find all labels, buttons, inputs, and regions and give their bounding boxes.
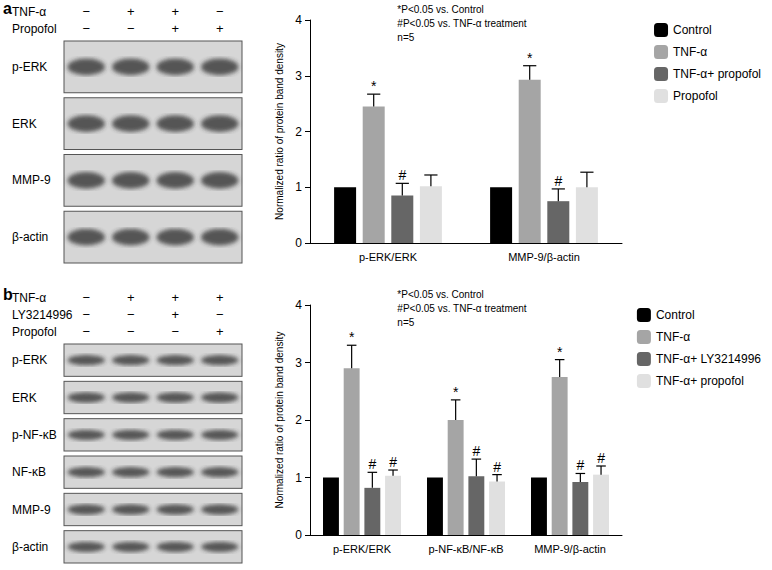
svg-text:1: 1 <box>295 471 302 485</box>
svg-text:p-NF-κB/NF-κB: p-NF-κB/NF-κB <box>428 543 503 555</box>
svg-text:−: − <box>127 307 135 322</box>
svg-text:1: 1 <box>295 180 302 194</box>
svg-text:n=5: n=5 <box>397 32 414 43</box>
svg-text:TNF-α: TNF-α <box>673 45 707 59</box>
svg-text:TNF-α: TNF-α <box>656 330 690 344</box>
svg-text:*: * <box>557 344 563 360</box>
svg-text:Propofol: Propofol <box>12 22 57 36</box>
svg-text:ERK: ERK <box>12 117 37 131</box>
svg-text:MMP-9/β-actin: MMP-9/β-actin <box>534 543 606 555</box>
svg-text:a: a <box>3 0 12 17</box>
svg-text:−: − <box>82 324 90 339</box>
svg-text:TNF-α+ LY3214996: TNF-α+ LY3214996 <box>656 352 761 366</box>
svg-text:−: − <box>127 21 135 36</box>
svg-text:Propofol: Propofol <box>12 325 57 339</box>
svg-text:4: 4 <box>295 298 302 312</box>
svg-text:−: − <box>171 324 179 339</box>
svg-text:b: b <box>3 286 13 303</box>
svg-text:2: 2 <box>295 125 302 139</box>
svg-text:3: 3 <box>295 69 302 83</box>
svg-text:#: # <box>472 443 480 459</box>
svg-text:TNF-α+ propofol: TNF-α+ propofol <box>673 67 761 81</box>
svg-text:*: * <box>371 78 377 94</box>
svg-text:*: * <box>349 329 355 345</box>
svg-text:p-ERK: p-ERK <box>12 353 47 367</box>
svg-text:p-NF-κB: p-NF-κB <box>12 428 57 442</box>
svg-text:*P<0.05 vs. Control: *P<0.05 vs. Control <box>397 4 483 15</box>
svg-text:*P<0.05 vs. Control: *P<0.05 vs. Control <box>397 289 483 300</box>
svg-text:MMP-9: MMP-9 <box>12 503 51 517</box>
svg-text:0: 0 <box>295 236 302 250</box>
svg-text:β-actin: β-actin <box>12 540 48 554</box>
svg-text:+: + <box>171 307 179 322</box>
svg-text:Control: Control <box>656 308 695 322</box>
svg-text:#: # <box>576 457 584 473</box>
svg-text:Control: Control <box>673 23 712 37</box>
svg-text:−: − <box>127 324 135 339</box>
svg-text:NF-κB: NF-κB <box>12 465 46 479</box>
svg-text:+: + <box>127 4 135 19</box>
svg-text:+: + <box>127 290 135 305</box>
svg-text:+: + <box>171 290 179 305</box>
svg-text:−: − <box>82 290 90 305</box>
svg-text:LY3214996: LY3214996 <box>12 308 73 322</box>
svg-text:+: + <box>171 21 179 36</box>
svg-text:−: − <box>216 4 224 19</box>
svg-text:#: # <box>398 167 406 183</box>
svg-text:2: 2 <box>295 413 302 427</box>
svg-text:Propofol: Propofol <box>673 89 718 103</box>
svg-text:TNF-α: TNF-α <box>12 291 46 305</box>
svg-text:p-ERK/ERK: p-ERK/ERK <box>333 543 392 555</box>
svg-text:*: * <box>527 50 533 66</box>
svg-text:p-ERK/ERK: p-ERK/ERK <box>359 251 418 263</box>
svg-text:MMP-9/β-actin: MMP-9/β-actin <box>508 251 580 263</box>
svg-text:MMP-9: MMP-9 <box>12 173 51 187</box>
svg-text:TNF-α: TNF-α <box>12 5 46 19</box>
svg-text:Normalized ratio of protein ba: Normalized ratio of protein band density <box>274 43 285 220</box>
svg-text:−: − <box>82 4 90 19</box>
svg-text:#: # <box>493 459 501 475</box>
svg-text:#P<0.05 vs. TNF-α treatment: #P<0.05 vs. TNF-α treatment <box>397 18 526 29</box>
svg-text:ERK: ERK <box>12 391 37 405</box>
svg-text:#P<0.05 vs. TNF-α treatment: #P<0.05 vs. TNF-α treatment <box>397 303 526 314</box>
svg-text:#: # <box>554 173 562 189</box>
svg-text:+: + <box>216 290 224 305</box>
svg-text:p-ERK: p-ERK <box>12 60 47 74</box>
svg-text:+: + <box>216 324 224 339</box>
svg-text:TNF-α+ propofol: TNF-α+ propofol <box>656 374 744 388</box>
svg-text:#: # <box>368 456 376 472</box>
svg-text:#: # <box>597 450 605 466</box>
svg-text:3: 3 <box>295 356 302 370</box>
svg-text:+: + <box>171 4 179 19</box>
svg-text:+: + <box>216 21 224 36</box>
svg-text:Normalized ratio of protein ba: Normalized ratio of protein band density <box>274 332 285 509</box>
svg-text:−: − <box>82 307 90 322</box>
svg-text:#: # <box>389 454 397 470</box>
svg-text:*: * <box>453 384 459 400</box>
svg-text:0: 0 <box>295 528 302 542</box>
svg-text:n=5: n=5 <box>397 317 414 328</box>
svg-text:−: − <box>82 21 90 36</box>
svg-text:4: 4 <box>295 13 302 27</box>
svg-text:β-actin: β-actin <box>12 230 48 244</box>
svg-text:−: − <box>216 307 224 322</box>
